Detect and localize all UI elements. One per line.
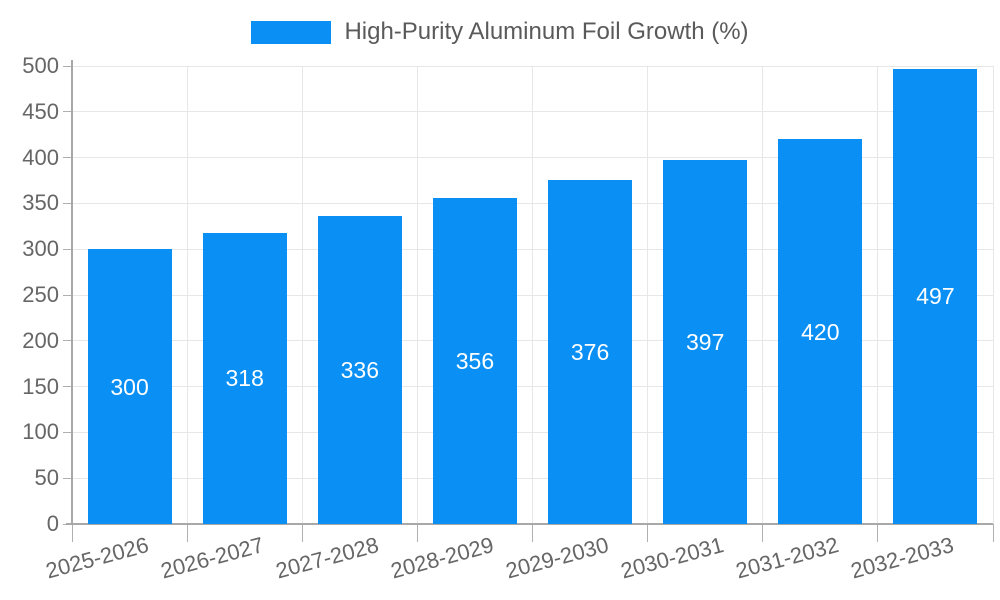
bar-value-label: 497 — [916, 283, 955, 310]
x-axis-tick — [71, 524, 73, 542]
y-axis-tick-label: 250 — [22, 282, 59, 307]
y-axis-tick-label: 300 — [22, 236, 59, 262]
y-axis-tick-label: 100 — [22, 419, 59, 445]
x-axis-tick — [416, 524, 418, 542]
bar-2029-2030[interactable]: 376 — [548, 179, 633, 524]
x-axis-tick — [877, 524, 879, 542]
gridline-vertical — [647, 66, 649, 524]
bar-value-label: 420 — [801, 318, 840, 345]
bar-2026-2027[interactable]: 318 — [202, 232, 287, 524]
gridline-vertical — [877, 66, 879, 524]
legend-label: High-Purity Aluminum Foil Growth (%) — [344, 18, 749, 45]
bar-2027-2028[interactable]: 336 — [317, 216, 402, 524]
bar-value-label: 376 — [570, 338, 610, 365]
bar-2025-2026[interactable]: 300 — [87, 249, 172, 524]
y-axis-tick-label: 500 — [22, 53, 59, 78]
x-axis-tick — [647, 524, 649, 542]
x-axis-tick — [762, 524, 764, 542]
y-axis-tick — [63, 248, 72, 250]
gridline-vertical — [532, 66, 533, 524]
y-axis-tick — [63, 157, 72, 159]
bar-2032-2033[interactable]: 497 — [893, 68, 978, 524]
y-axis-tick-label: 350 — [22, 190, 59, 216]
y-axis-tick-label: 0 — [46, 511, 59, 536]
legend-swatch — [251, 20, 332, 44]
x-axis-line — [66, 523, 993, 525]
x-axis-tick — [992, 524, 994, 542]
bar-2030-2031[interactable]: 397 — [663, 160, 748, 524]
x-axis-tick — [301, 524, 303, 542]
bar-value-label: 336 — [340, 357, 379, 384]
x-axis-tick — [532, 524, 533, 542]
gridline-vertical — [992, 66, 994, 524]
y-axis-tick-label: 400 — [22, 144, 59, 170]
bar-value-label: 318 — [225, 365, 264, 392]
y-axis-tick-label: 450 — [22, 98, 59, 124]
y-axis-tick — [63, 202, 72, 204]
bar-value-label: 300 — [110, 373, 149, 400]
y-axis-tick — [63, 431, 72, 433]
y-axis-tick-label: 200 — [22, 327, 59, 353]
y-axis-tick-label: 150 — [22, 373, 59, 399]
y-axis-tick — [63, 386, 72, 388]
gridline-vertical — [762, 66, 764, 524]
y-axis-tick-label: 50 — [34, 465, 59, 491]
gridline-vertical — [301, 66, 303, 524]
y-axis-tick — [63, 477, 72, 479]
y-axis-tick — [63, 294, 72, 296]
y-axis-tick — [63, 65, 72, 67]
bar-value-label: 356 — [455, 347, 495, 374]
legend[interactable]: High-Purity Aluminum Foil Growth (%) — [0, 18, 1000, 46]
x-axis-tick — [186, 524, 188, 542]
y-axis-line — [71, 60, 73, 524]
gridline-vertical — [186, 66, 188, 524]
y-axis-tick — [63, 340, 72, 342]
gridline-vertical — [416, 66, 418, 524]
bar-2028-2029[interactable]: 356 — [432, 197, 517, 524]
y-axis-tick — [63, 111, 72, 113]
bar-value-label: 397 — [686, 329, 725, 356]
bar-2031-2032[interactable]: 420 — [778, 139, 863, 524]
